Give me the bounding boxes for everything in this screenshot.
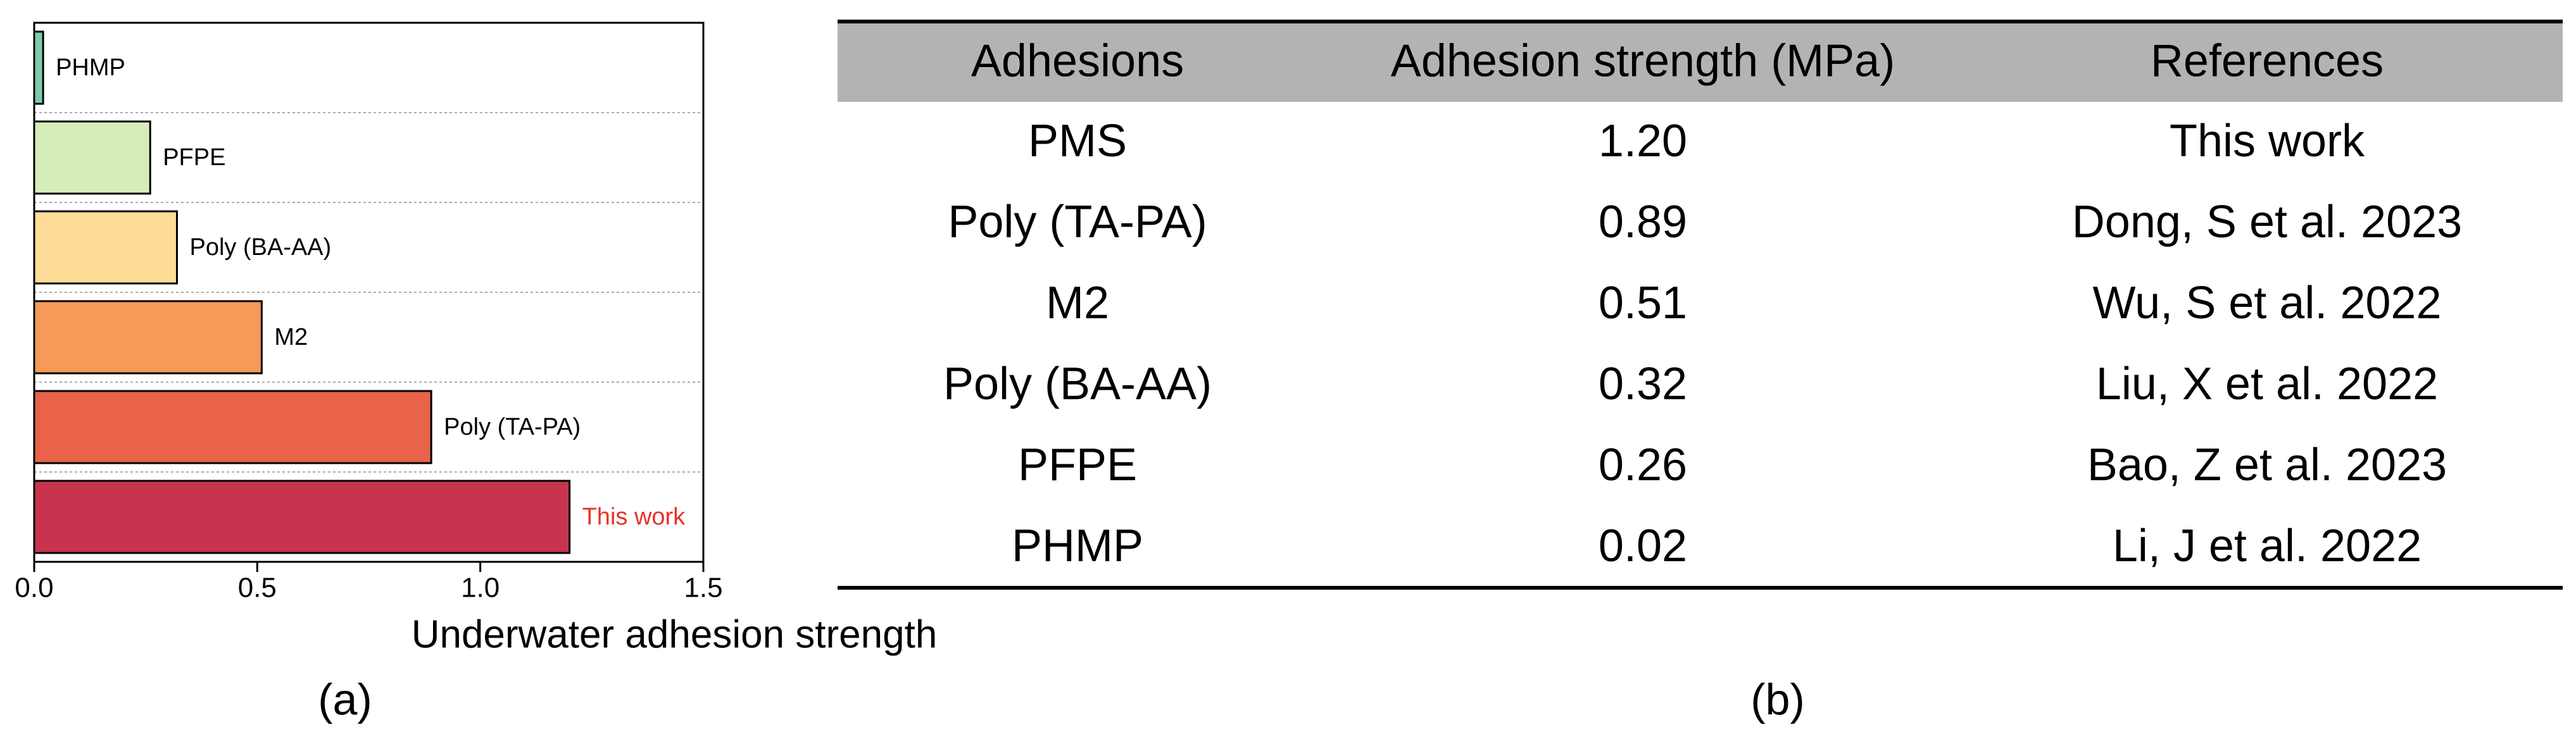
table-header: References [2151, 36, 2384, 87]
x-tick-label: 0.5 [238, 573, 277, 604]
table-cell: PMS [1028, 116, 1127, 166]
table-cell: PFPE [1018, 440, 1137, 490]
bar-label: Poly (TA-PA) [444, 414, 581, 440]
caption: (a) [318, 674, 372, 724]
bar [33, 480, 571, 554]
table-cell: 1.20 [1599, 116, 1687, 166]
table-cell: 0.51 [1599, 278, 1687, 328]
bar-label: M2 [274, 324, 308, 351]
table-header: Adhesion strength (MPa) [1391, 36, 1895, 87]
bar [33, 30, 44, 105]
table-cell: Poly (BA-AA) [943, 359, 1212, 409]
table-cell: Wu, S et al. 2022 [2092, 278, 2441, 328]
plot-frame [33, 22, 705, 563]
caption: (b) [1750, 674, 1805, 724]
table-cell: 0.02 [1599, 521, 1687, 571]
bar [33, 300, 263, 375]
header-band [838, 22, 2563, 102]
table-cell: Li, J et al. 2022 [2113, 521, 2422, 571]
x-tick-label: 1.0 [461, 573, 499, 604]
x-tick-label: 1.5 [684, 573, 722, 604]
table-cell: Poly (TA-PA) [948, 197, 1207, 247]
bar-label: This work [582, 504, 686, 530]
table-cell: Dong, S et al. 2023 [2072, 197, 2462, 247]
bar [33, 120, 151, 195]
table-header: Adhesions [971, 36, 1184, 87]
bar [33, 390, 432, 464]
table-cell: 0.32 [1599, 359, 1687, 409]
table-cell: 0.89 [1599, 197, 1687, 247]
bar-label: PFPE [163, 144, 225, 171]
bar [33, 210, 178, 285]
table-cell: PHMP [1012, 521, 1143, 571]
table-cell: Liu, X et al. 2022 [2096, 359, 2438, 409]
table-cell: Bao, Z et al. 2023 [2087, 440, 2447, 490]
bar-label: PHMP [56, 54, 125, 81]
table-cell: This work [2170, 116, 2365, 166]
table-cell: 0.26 [1599, 440, 1687, 490]
bar-label: Poly (BA-AA) [189, 234, 331, 261]
x-axis-label: Underwater adhesion strength [412, 612, 938, 656]
table-cell: M2 [1046, 278, 1109, 328]
x-tick-label: 0.0 [15, 573, 53, 604]
